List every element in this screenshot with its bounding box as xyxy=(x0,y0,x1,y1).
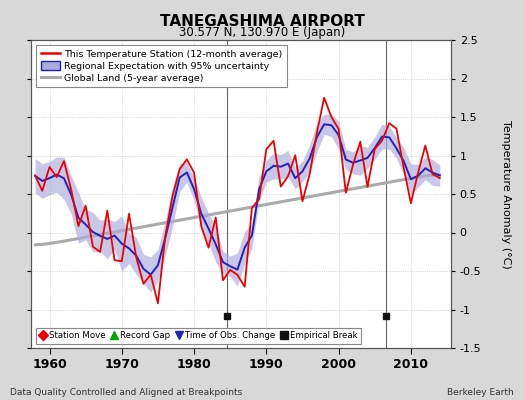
Text: Data Quality Controlled and Aligned at Breakpoints: Data Quality Controlled and Aligned at B… xyxy=(10,388,243,397)
Text: TANEGASHIMA AIRPORT: TANEGASHIMA AIRPORT xyxy=(160,14,364,29)
Y-axis label: Temperature Anomaly (°C): Temperature Anomaly (°C) xyxy=(501,120,511,268)
Text: Berkeley Earth: Berkeley Earth xyxy=(447,388,514,397)
Legend: Station Move, Record Gap, Time of Obs. Change, Empirical Break: Station Move, Record Gap, Time of Obs. C… xyxy=(36,328,361,344)
Text: 30.577 N, 130.970 E (Japan): 30.577 N, 130.970 E (Japan) xyxy=(179,26,345,39)
